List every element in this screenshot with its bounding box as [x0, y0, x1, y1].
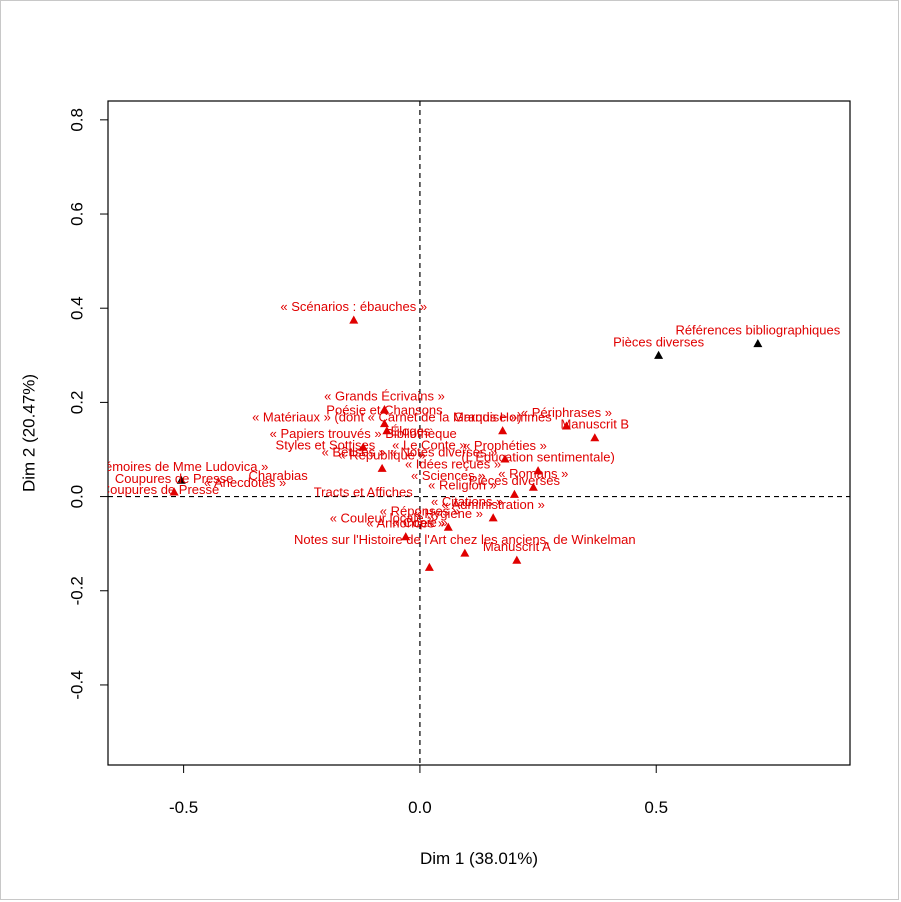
y-tick-label: 0.4: [67, 296, 86, 320]
point-label: Références bibliographiques: [675, 323, 840, 338]
point-label: « Prophéties »: [463, 438, 547, 453]
point-marker: [401, 532, 411, 541]
point-label: « Scénarios : ébauches »: [280, 299, 427, 314]
cluster-label: « Le Conte »: [392, 437, 466, 452]
point-marker: [528, 482, 538, 491]
cluster-label: Tracts et Affiches: [314, 485, 413, 500]
cluster-label: Styles et Sottises: [276, 437, 376, 452]
point-marker: [176, 475, 186, 484]
cluster-label: « Réponses »: [380, 503, 460, 518]
point-marker: [169, 487, 179, 496]
y-axis-title: Dim 2 (20.47%): [19, 374, 38, 492]
y-tick-label: 0.8: [67, 108, 86, 132]
cluster-label: Éloges: [391, 423, 431, 438]
cluster-label: « Sciences »: [411, 468, 485, 483]
point-marker: [509, 489, 519, 498]
point-label: Notes sur l'Histoire de l'Art chez les a…: [294, 532, 636, 547]
point-label: Pièces diverses: [613, 334, 705, 349]
point-label: Poésie et Chansons: [326, 403, 443, 418]
point-marker: [590, 433, 600, 442]
point-marker: [460, 548, 470, 557]
point-label: « Grands Écrivains »: [324, 388, 445, 403]
point-label: « Papiers trouvés » Bibliothèque: [270, 426, 457, 441]
y-tick-label: -0.4: [67, 670, 86, 699]
point-label: Manuscrit B: [560, 417, 629, 432]
y-tick-label: 0.6: [67, 202, 86, 226]
point-marker: [533, 466, 543, 475]
point-marker: [377, 463, 387, 472]
point-marker: [561, 421, 571, 430]
point-label: Grands Hommes: [454, 410, 553, 425]
point-marker: [512, 555, 522, 564]
point-label: Manuscrit A: [483, 539, 551, 554]
cluster-label: Charabias: [249, 468, 309, 483]
point-marker: [424, 562, 434, 571]
point-marker: [379, 419, 389, 428]
x-tick-label: 0.5: [644, 798, 668, 817]
point-marker: [349, 315, 359, 324]
y-tick-label: 0.2: [67, 391, 86, 415]
x-axis-title: Dim 1 (38.01%): [420, 849, 538, 868]
point-marker: [654, 350, 664, 359]
x-tick-label: -0.5: [169, 798, 198, 817]
cluster-label: « Citations »: [431, 494, 503, 509]
y-tick-label: -0.2: [67, 576, 86, 605]
point-marker: [358, 442, 368, 451]
point-label: Pièces diverses: [469, 473, 561, 488]
point-label: « République »: [338, 447, 425, 462]
cluster-label: Coupures de Presse: [101, 482, 220, 497]
cluster-label: « Religion »: [428, 478, 497, 493]
point-marker: [500, 454, 510, 463]
x-tick-label: 0.0: [408, 798, 432, 817]
point-label: « Hygiène »: [414, 506, 483, 521]
point-label: « Romans »: [498, 466, 568, 481]
point-marker: [379, 404, 389, 414]
cluster-label: « Idées reçues »: [405, 456, 501, 471]
point-label: « Périphrases »: [521, 405, 612, 420]
point-marker: [488, 513, 498, 522]
cluster-label: « Copie »: [392, 515, 448, 530]
plot-area: Coupures de Presse« Anecdotes »Charabias…: [94, 299, 841, 571]
cluster-label: « Notes diverses »: [390, 445, 498, 460]
cluster-label: « Anecdotes »: [204, 475, 286, 490]
point-marker: [498, 426, 508, 435]
point-label: Coupures de Presse: [115, 471, 234, 486]
point-label: « Matériaux » (dont « Carnet de la Marqu…: [252, 410, 522, 425]
y-tick-label: 0.0: [67, 485, 86, 509]
point-marker: [382, 426, 392, 435]
point-label: (L'Éducation sentimentale): [461, 450, 615, 465]
point-marker: [443, 522, 453, 531]
cluster-label: « Bêtises »: [322, 445, 386, 460]
cluster-label: « Couleur locale »: [330, 510, 435, 525]
point-label: Mémoires de Mme Ludovica »: [94, 459, 268, 474]
point-label: « Annonces »: [366, 516, 445, 531]
point-label: « Administration »: [442, 497, 545, 512]
point-marker: [753, 339, 763, 348]
plot-border: [107, 100, 851, 766]
